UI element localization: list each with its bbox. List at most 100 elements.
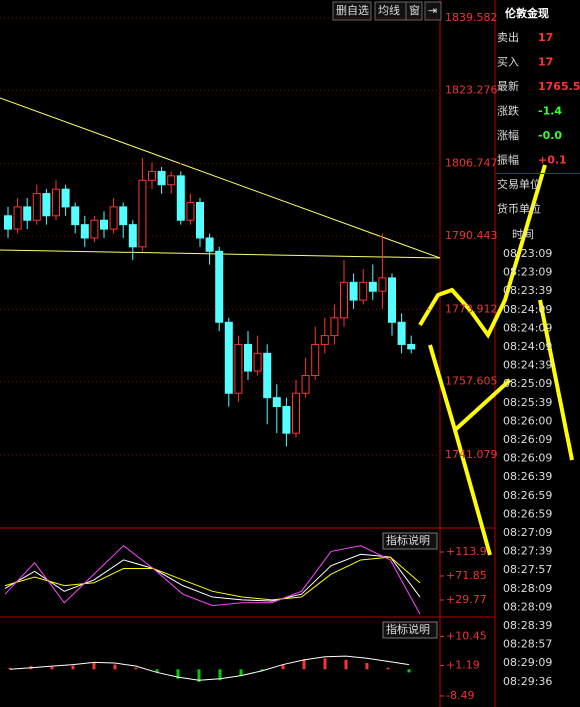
quote-label: 涨跌 (497, 104, 519, 118)
trade-time: 08:26:39 (503, 470, 552, 483)
y-tick-label: -8.49 (446, 689, 474, 702)
trade-time: 08:29:09 (503, 656, 552, 669)
candle-body (263, 352, 272, 399)
toolbar-button[interactable] (405, 1, 423, 21)
trade-time: 08:26:59 (503, 507, 552, 520)
candle-body (32, 193, 41, 221)
trade-time: 08:23:09 (503, 266, 552, 279)
trades-header: 时间 (512, 228, 534, 241)
candle-body (167, 175, 176, 186)
candle-body (52, 188, 60, 217)
candle-body (359, 281, 368, 301)
quote-label: 货币单位 (497, 202, 541, 216)
toolbar-label: ⇥ (428, 4, 437, 17)
indicator-line (9, 655, 410, 681)
indicator-button-label: 指标说明 (386, 533, 430, 547)
y-tick-label: +113.9 (446, 545, 487, 558)
toolbar-button[interactable] (332, 1, 372, 21)
y-tick-label: 1806.747 (445, 157, 498, 170)
trade-time: 08:24:09 (503, 340, 552, 353)
candle-body (272, 397, 281, 408)
candle-body (119, 206, 128, 226)
candle-body (320, 335, 329, 345)
candle-body (205, 237, 214, 252)
y-tick-label: +71.85 (446, 569, 487, 582)
trade-time: 08:28:09 (503, 582, 552, 595)
quote-title: 伦敦金现 (505, 6, 549, 20)
candle-body (330, 317, 339, 337)
indicator-line (4, 553, 421, 602)
quote-label: 交易单位 (497, 177, 541, 191)
candle-body (253, 352, 262, 372)
candle-body (368, 281, 377, 292)
candle-body (196, 201, 204, 239)
trade-time: 08:24:39 (503, 359, 552, 372)
quote-value: -1.4 (538, 105, 562, 118)
trade-time: 08:27:09 (503, 526, 552, 539)
candle-body (397, 321, 406, 345)
trade-time: 08:24:09 (503, 321, 552, 334)
quote-label: 卖出 (497, 30, 519, 44)
trade-time: 08:28:57 (503, 638, 552, 651)
candle-body (4, 215, 12, 230)
trade-time: 08:24:09 (503, 303, 552, 316)
candle-body (340, 281, 348, 319)
trade-time: 08:25:09 (503, 377, 552, 390)
candle-body (234, 343, 243, 394)
toolbar-label: 删自选 (336, 4, 369, 17)
candle-body (301, 374, 310, 394)
indicator-button[interactable] (382, 621, 438, 639)
quote-value: 17 (538, 31, 553, 44)
toolbar-label: 均线 (378, 3, 400, 17)
candle-body (100, 219, 108, 230)
trade-time: 08:26:59 (503, 489, 552, 502)
quote-label: 最新 (497, 79, 519, 93)
candle-body (378, 277, 387, 292)
y-tick-label: +1.19 (446, 659, 480, 672)
trade-time: 08:23:39 (503, 284, 552, 297)
candle-body (388, 277, 396, 323)
trade-time: 08:27:39 (503, 545, 552, 558)
candle-body (157, 170, 166, 186)
quote-value: 1765.5 (538, 80, 580, 93)
toolbar-button[interactable] (424, 1, 442, 21)
candle-body (109, 206, 118, 230)
y-tick-label: 1757.605 (445, 375, 498, 388)
trade-time: 08:26:00 (503, 414, 552, 427)
quote-value: 17 (538, 56, 553, 69)
indicator-line (4, 556, 421, 601)
candle-body (138, 179, 147, 248)
y-tick-label: 1773.912 (445, 302, 498, 315)
y-tick-label: 1839.582 (445, 11, 498, 24)
y-tick-label: 1823.276 (445, 83, 498, 96)
candle-body (282, 406, 291, 434)
candle-body (186, 201, 195, 221)
quote-value: -0.0 (538, 129, 562, 142)
candle-body (176, 175, 185, 221)
candle-body (90, 219, 99, 239)
candle-body (80, 224, 89, 239)
candle-body (148, 170, 156, 181)
candle-body (244, 343, 252, 372)
indicator-button[interactable] (382, 532, 438, 550)
candle-body (292, 392, 300, 434)
trade-time: 08:25:39 (503, 396, 552, 409)
candle-body (349, 281, 358, 301)
indicator-button-label: 指标说明 (386, 622, 430, 636)
trade-time: 08:27:57 (503, 563, 552, 576)
trade-time: 08:26:09 (503, 452, 552, 465)
quote-label: 涨幅 (497, 129, 519, 142)
y-tick-label: 1741.079 (445, 448, 498, 461)
candle-body (128, 224, 137, 248)
candle-body (61, 188, 70, 208)
indicator-line (4, 545, 421, 615)
y-tick-label: 1790.443 (445, 229, 498, 242)
trade-time: 08:28:09 (503, 600, 552, 613)
annotation-arrows (418, 164, 574, 556)
candle-body (13, 206, 22, 230)
trade-time: 08:23:09 (503, 247, 552, 260)
candle-body (23, 206, 32, 221)
quote-value: +0.1 (538, 154, 567, 167)
